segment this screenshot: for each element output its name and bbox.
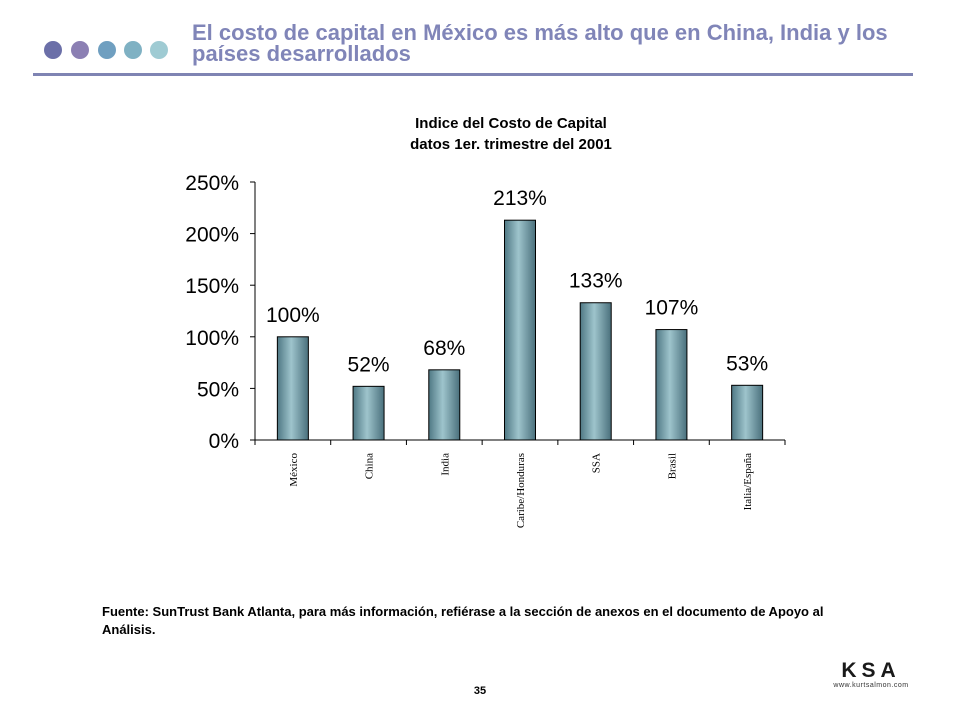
category-label: Italia/España <box>742 453 754 511</box>
category-label: México <box>288 453 300 487</box>
bar <box>504 219 536 441</box>
data-label: 53% <box>726 352 768 375</box>
data-label: 100% <box>266 304 320 327</box>
category-label: SSA <box>591 453 603 473</box>
y-tick-label: 100% <box>185 327 239 350</box>
logo-url: www.kurtsalmon.com <box>833 682 909 689</box>
y-tick-label: 0% <box>209 430 239 453</box>
ksa-logo: KSA www.kurtsalmon.com <box>826 659 916 690</box>
category-label: China <box>364 453 376 479</box>
data-label: 52% <box>348 353 390 376</box>
bar <box>731 384 764 441</box>
data-label: 107% <box>645 297 699 320</box>
dot-2 <box>71 41 89 59</box>
chart-subtitle: datos 1er. trimestre del 2001 <box>410 136 612 153</box>
category-label: Caribe/Honduras <box>515 453 527 528</box>
bar <box>579 302 612 441</box>
bar <box>352 385 385 441</box>
y-tick-label: 200% <box>185 224 239 247</box>
category-label: Brasil <box>666 453 678 479</box>
bar <box>655 329 688 441</box>
page-number: 35 <box>473 685 487 697</box>
category-label: India <box>439 453 451 476</box>
y-tick-label: 250% <box>185 172 239 195</box>
slide-title: El costo de capital en México es más alt… <box>192 20 888 66</box>
data-label: 68% <box>423 337 465 360</box>
dot-3 <box>98 41 116 59</box>
plot-area: 0% 50% 100% 150% 200% 250% 100% México 52% China 6… <box>185 172 786 528</box>
dot-5 <box>150 41 168 59</box>
chart-title: Indice del Costo de Capital <box>415 115 607 132</box>
dot-4 <box>124 41 142 59</box>
bar <box>428 369 461 441</box>
bar <box>276 336 309 441</box>
y-tick-label: 150% <box>185 275 239 298</box>
data-label: 133% <box>569 270 623 293</box>
cost-of-capital-chart: Indice del Costo de Capital datos 1er. t… <box>185 115 786 528</box>
data-label: 213% <box>493 187 547 210</box>
title-divider <box>33 73 913 76</box>
logo-wordmark: KSA <box>841 659 901 682</box>
y-tick-label: 50% <box>197 378 239 401</box>
source-note: Fuente: SunTrust Bank Atlanta, para más … <box>102 604 824 637</box>
dot-1 <box>44 41 62 59</box>
